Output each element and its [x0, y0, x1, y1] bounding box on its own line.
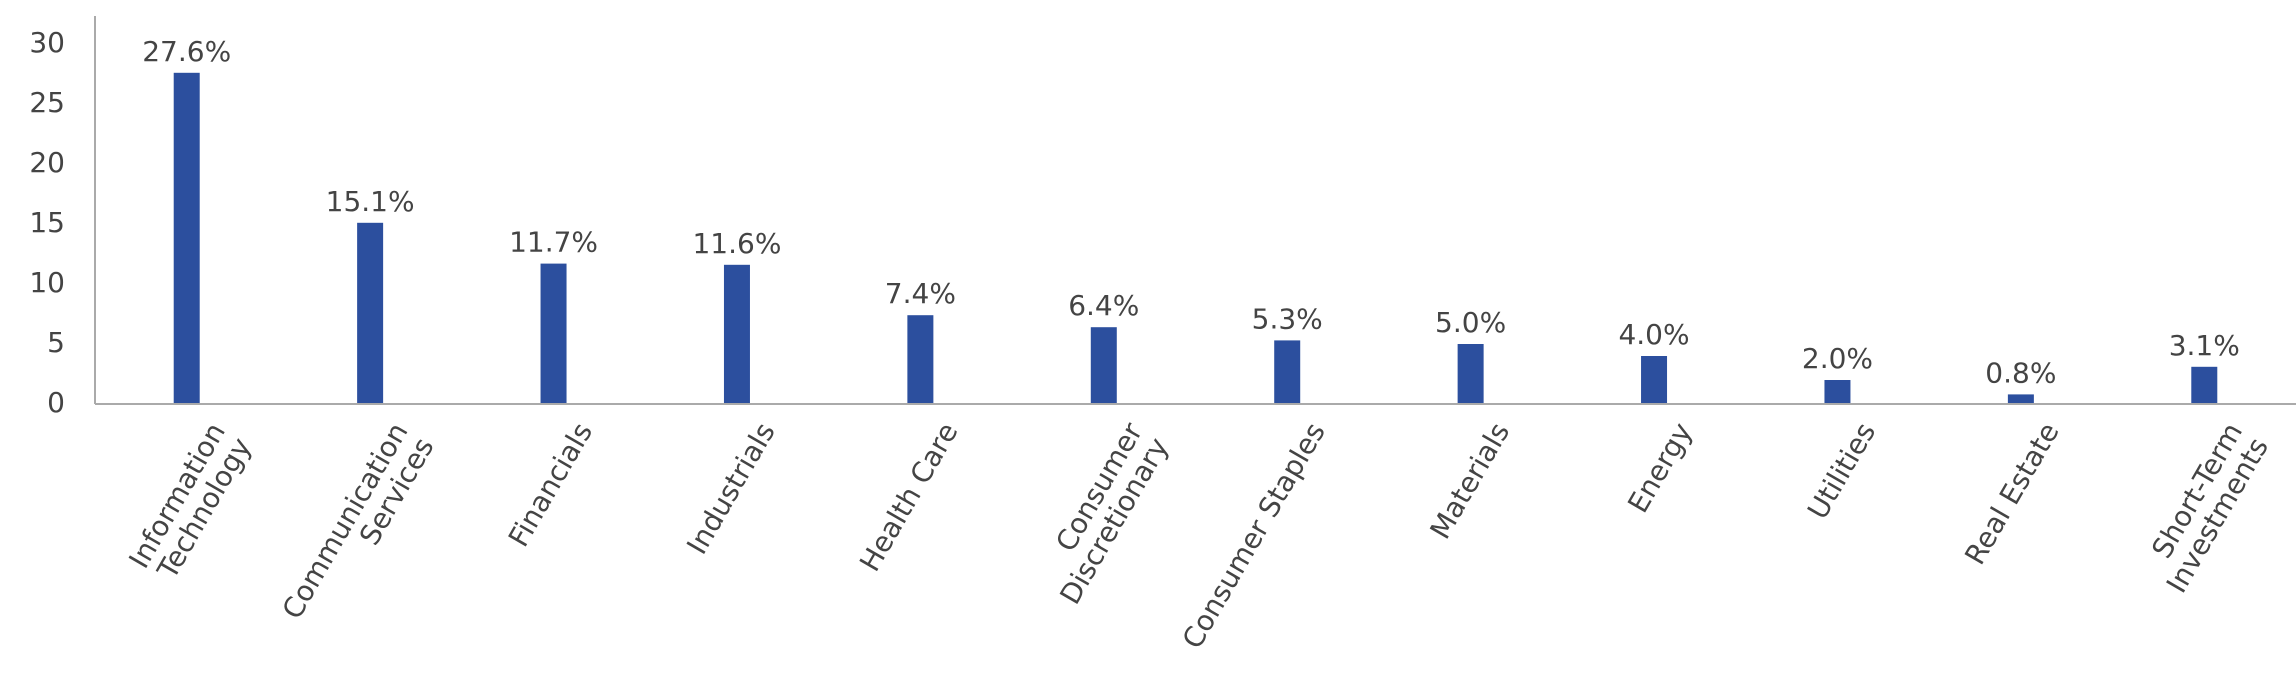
y-tick-label: 5 [47, 326, 65, 359]
value-label: 4.0% [1618, 318, 1689, 351]
bar [1824, 380, 1851, 404]
bar [173, 72, 200, 405]
bar [723, 264, 750, 404]
value-label: 15.1% [326, 185, 415, 218]
value-label: 11.6% [692, 227, 781, 260]
y-tick-label: 20 [29, 146, 65, 179]
value-label: 6.4% [1068, 289, 1139, 322]
bar [2007, 394, 2034, 404]
bar [2191, 366, 2218, 404]
bar [1090, 327, 1117, 404]
value-label: 11.7% [509, 226, 598, 259]
bar [907, 315, 934, 404]
value-label: 2.0% [1802, 342, 1873, 375]
value-label: 5.0% [1435, 306, 1506, 339]
bar [540, 263, 567, 404]
y-tick-label: 30 [29, 26, 65, 59]
value-label: 5.3% [1252, 302, 1323, 335]
value-label: 3.1% [2169, 329, 2240, 362]
bar [357, 222, 384, 404]
y-tick-label: 0 [47, 386, 65, 419]
value-label: 7.4% [885, 277, 956, 310]
value-label: 27.6% [142, 35, 231, 68]
y-tick-label: 15 [29, 206, 65, 239]
value-label: 0.8% [1985, 356, 2056, 389]
bar [1274, 340, 1301, 404]
bar [1641, 356, 1668, 404]
bar [1457, 344, 1484, 404]
y-tick-label: 10 [29, 266, 65, 299]
y-tick-label: 25 [29, 86, 65, 119]
